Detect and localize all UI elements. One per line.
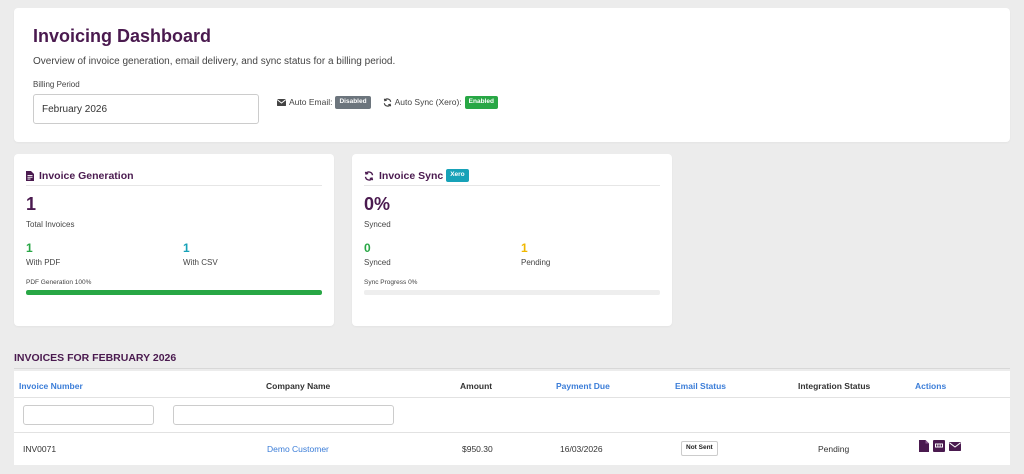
cell-payment-due: 16/03/2026: [560, 444, 603, 454]
invoice-sync-title: Invoice Sync: [379, 169, 444, 182]
page-subtitle: Overview of invoice generation, email de…: [33, 56, 396, 67]
with-pdf-value: 1: [26, 241, 33, 255]
column-header-payment-due[interactable]: Payment Due: [556, 381, 610, 391]
cell-invoice-number: INV0071: [23, 444, 57, 454]
invoice-generation-header: Invoice Generation: [26, 166, 322, 186]
billing-period-input[interactable]: [33, 94, 259, 124]
status-row: Auto Email: Disabled Auto Sync (Xero): E…: [277, 96, 510, 109]
synced-value: 0: [364, 241, 371, 255]
xero-badge: Xero: [446, 169, 469, 182]
sync-progress-label: Sync Progress 0%: [364, 279, 418, 286]
pdf-progress-label: PDF Generation 100%: [26, 279, 92, 286]
column-header-integration-status: Integration Status: [798, 381, 871, 391]
column-header-email-status[interactable]: Email Status: [675, 381, 727, 391]
total-invoices-label: Total Invoices: [26, 220, 75, 229]
header-card: Invoicing Dashboard Overview of invoice …: [14, 8, 1010, 142]
cell-integration-status: Pending: [818, 444, 850, 454]
sync-icon: [383, 98, 391, 107]
auto-sync-status: Auto Sync (Xero): Enabled: [383, 96, 498, 109]
sync-percent-value: 0%: [364, 194, 391, 214]
column-header-amount: Amount: [460, 381, 493, 391]
cell-amount: $950.30: [462, 444, 493, 454]
column-header-invoice-number[interactable]: Invoice Number: [19, 381, 83, 391]
column-header-company-name: Company Name: [266, 381, 331, 391]
pdf-progress-fill: [26, 290, 322, 295]
with-csv-label: With CSV: [183, 258, 218, 267]
header-divider: [14, 397, 1010, 398]
invoice-sync-header: Invoice Sync Xero: [364, 166, 660, 186]
total-invoices-value: 1: [26, 194, 37, 214]
company-name-filter-input[interactable]: [173, 405, 394, 425]
with-pdf-label: With PDF: [26, 258, 61, 267]
section-divider: [14, 368, 1010, 369]
sync-percent-label: Synced: [364, 220, 391, 229]
auto-email-status: Auto Email: Disabled: [277, 96, 371, 109]
sync-icon: [364, 170, 374, 181]
invoice-sync-card: Invoice Sync Xero 0% Synced 0 Synced 1 P…: [352, 154, 672, 326]
company-name-link[interactable]: Demo Customer: [267, 444, 329, 454]
column-header-actions: Actions: [915, 381, 947, 391]
auto-email-badge: Disabled: [335, 96, 371, 109]
auto-sync-badge: Enabled: [464, 96, 498, 109]
sync-progress-bar: [364, 290, 660, 295]
invoice-generation-title: Invoice Generation: [39, 169, 134, 182]
billing-period-label: Billing Period: [33, 80, 80, 89]
synced-label: Synced: [364, 258, 391, 267]
file-invoice-icon: [26, 170, 34, 181]
invoices-section-title: INVOICES FOR FEBRUARY 2026: [14, 352, 177, 364]
send-email-icon[interactable]: [949, 441, 961, 451]
envelope-icon: [277, 98, 286, 106]
pending-value: 1: [521, 241, 528, 255]
invoice-generation-card: Invoice Generation 1 Total Invoices 1 Wi…: [14, 154, 334, 326]
pdf-progress-bar: [26, 290, 322, 295]
invoice-number-filter-input[interactable]: [23, 405, 154, 425]
page-title: Invoicing Dashboard: [33, 26, 212, 46]
auto-sync-label: Auto Sync (Xero):: [394, 97, 462, 108]
view-invoice-icon[interactable]: [919, 440, 929, 452]
pending-label: Pending: [521, 258, 551, 267]
pdf-icon[interactable]: [933, 440, 945, 452]
email-status-badge: Not Sent: [681, 441, 718, 456]
with-csv-value: 1: [183, 241, 190, 255]
row-actions: [919, 440, 965, 452]
invoices-table: Invoice Number Company Name Amount Payme…: [14, 371, 1010, 465]
auto-email-label: Auto Email:: [289, 97, 333, 108]
filter-row-divider: [14, 432, 1010, 433]
